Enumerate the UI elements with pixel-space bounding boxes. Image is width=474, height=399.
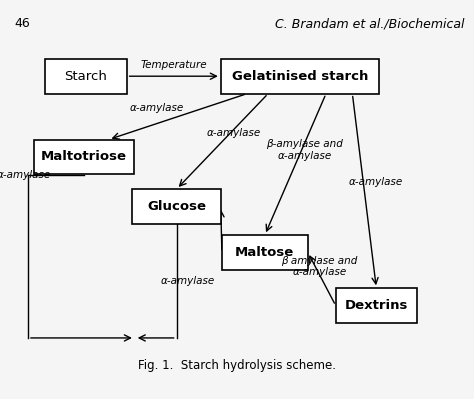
Bar	[222, 235, 308, 270]
Bar	[221, 59, 379, 94]
Text: Fig. 1.  Starch hydrolysis scheme.: Fig. 1. Starch hydrolysis scheme.	[138, 359, 336, 372]
Text: Dextrins: Dextrins	[345, 299, 408, 312]
Text: Temperature: Temperature	[140, 59, 207, 69]
Text: β amylase and
α-amylase: β amylase and α-amylase	[281, 256, 358, 277]
Text: Maltose: Maltose	[235, 246, 294, 259]
Bar	[46, 59, 127, 94]
Text: 46: 46	[14, 18, 30, 30]
Text: α-amylase: α-amylase	[0, 170, 51, 180]
Text: α-amylase: α-amylase	[349, 177, 403, 187]
Text: α-amylase: α-amylase	[130, 103, 184, 113]
Text: Starch: Starch	[64, 70, 108, 83]
Bar	[132, 189, 221, 224]
Text: α-amylase: α-amylase	[207, 128, 261, 138]
Bar	[336, 288, 417, 323]
Text: β-amylase and
α-amylase: β-amylase and α-amylase	[266, 139, 343, 161]
Text: Glucose: Glucose	[147, 200, 206, 213]
Text: Gelatinised starch: Gelatinised starch	[231, 70, 368, 83]
Text: Maltotriose: Maltotriose	[41, 150, 127, 164]
Bar	[34, 140, 134, 174]
Text: α-amylase: α-amylase	[161, 276, 215, 286]
Text: C. Brandam et al./Biochemical: C. Brandam et al./Biochemical	[275, 18, 465, 30]
